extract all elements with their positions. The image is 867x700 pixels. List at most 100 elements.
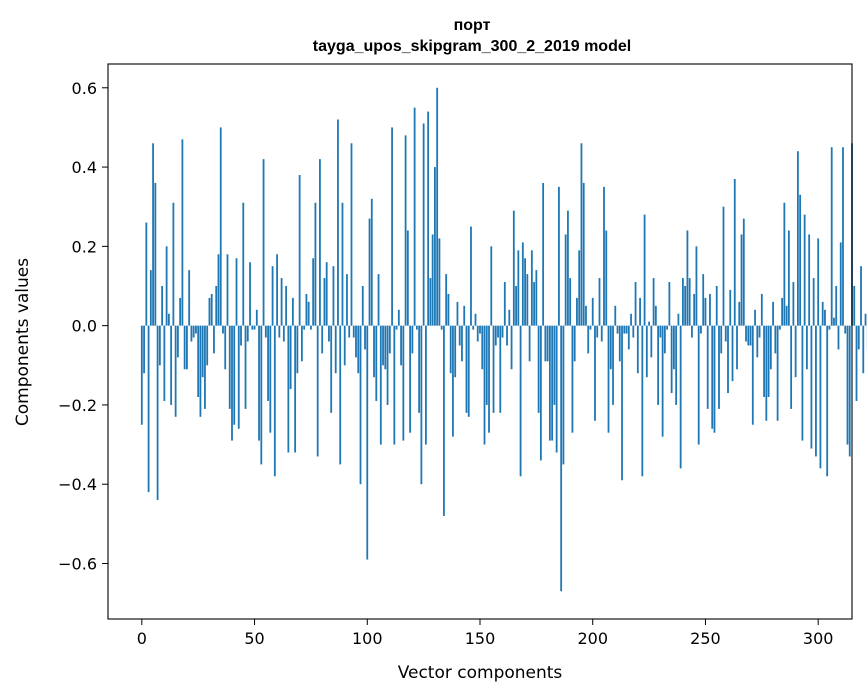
bar <box>407 231 409 326</box>
bar <box>601 326 603 342</box>
bar <box>373 326 375 378</box>
bar <box>283 326 285 342</box>
plot-area <box>108 64 852 619</box>
bar <box>578 250 580 325</box>
bar <box>603 187 605 326</box>
bar <box>211 294 213 326</box>
bar <box>513 211 515 326</box>
bar <box>761 294 763 326</box>
bar <box>425 326 427 445</box>
bar <box>479 326 481 334</box>
bar <box>251 326 253 330</box>
bar <box>159 326 161 366</box>
bar <box>177 326 179 358</box>
bar <box>858 326 860 350</box>
bar <box>328 326 330 342</box>
bar <box>265 326 267 338</box>
bar <box>229 326 231 409</box>
bar <box>333 266 335 325</box>
bar <box>529 326 531 362</box>
bar <box>727 326 729 393</box>
bar <box>411 326 413 354</box>
bar <box>324 278 326 326</box>
bar <box>382 326 384 366</box>
bar <box>200 326 202 417</box>
bar <box>258 326 260 441</box>
x-tick-label: 300 <box>803 629 834 648</box>
bar <box>175 326 177 417</box>
y-tick-label: 0.4 <box>72 158 97 177</box>
bar <box>520 326 522 477</box>
bar <box>457 302 459 326</box>
bar <box>711 326 713 429</box>
bar <box>635 282 637 326</box>
bar <box>371 199 373 326</box>
bar <box>188 270 190 326</box>
bar <box>364 326 366 350</box>
bar <box>477 326 479 342</box>
bar <box>240 326 242 346</box>
bar <box>770 326 772 370</box>
bar <box>461 326 463 362</box>
bar <box>765 326 767 421</box>
bar <box>723 207 725 326</box>
bar <box>772 302 774 326</box>
bar <box>587 326 589 354</box>
bar <box>774 326 776 354</box>
bar <box>653 278 655 326</box>
bar <box>779 326 781 330</box>
bar <box>781 298 783 326</box>
bar <box>605 231 607 326</box>
bar <box>337 120 339 326</box>
bar <box>502 326 504 338</box>
bar <box>637 326 639 374</box>
bar <box>515 286 517 326</box>
bar <box>696 246 698 325</box>
bar <box>362 286 364 326</box>
bar <box>504 282 506 326</box>
bar <box>168 314 170 326</box>
bar <box>662 326 664 437</box>
bar <box>472 326 474 330</box>
bar <box>285 286 287 326</box>
bar <box>339 326 341 465</box>
bar <box>808 234 810 325</box>
bar <box>508 310 510 326</box>
bar <box>747 326 749 346</box>
bar <box>170 326 172 405</box>
bar <box>260 326 262 465</box>
bar <box>452 326 454 437</box>
bar <box>763 326 765 397</box>
bar <box>204 326 206 409</box>
bar <box>804 215 806 326</box>
bar <box>197 326 199 397</box>
bar <box>644 215 646 326</box>
bar <box>847 326 849 445</box>
bar <box>599 278 601 326</box>
bar <box>209 298 211 326</box>
bar <box>195 326 197 334</box>
bar <box>344 326 346 366</box>
bar <box>484 326 486 445</box>
bar <box>481 326 483 370</box>
bar <box>569 278 571 326</box>
bar <box>389 326 391 354</box>
x-tick-label: 250 <box>690 629 721 648</box>
bar <box>675 326 677 405</box>
bar <box>792 282 794 326</box>
bar <box>842 147 844 325</box>
bar <box>499 326 501 413</box>
bar <box>659 326 661 338</box>
bar <box>301 326 303 362</box>
bar <box>224 326 226 370</box>
bar <box>567 211 569 326</box>
bar <box>632 326 634 338</box>
bar <box>862 326 864 374</box>
bar <box>540 326 542 461</box>
bar <box>556 326 558 453</box>
bar <box>267 326 269 401</box>
bar <box>281 278 283 326</box>
bar <box>646 326 648 378</box>
bar <box>466 326 468 413</box>
